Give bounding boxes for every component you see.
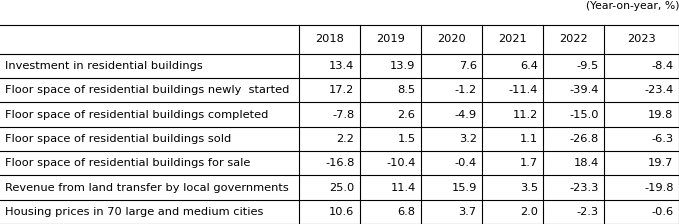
Text: -16.8: -16.8	[325, 158, 354, 168]
Text: 8.5: 8.5	[397, 85, 416, 95]
Text: 2.0: 2.0	[519, 207, 538, 217]
Text: Floor space of residential buildings sold: Floor space of residential buildings sol…	[5, 134, 232, 144]
Text: 2023: 2023	[627, 34, 656, 44]
Text: 6.8: 6.8	[397, 207, 416, 217]
Text: -9.5: -9.5	[576, 61, 599, 71]
Text: 2018: 2018	[315, 34, 344, 44]
Text: -39.4: -39.4	[570, 85, 599, 95]
Text: Investment in residential buildings: Investment in residential buildings	[5, 61, 203, 71]
Text: Revenue from land transfer by local governments: Revenue from land transfer by local gove…	[5, 183, 289, 192]
Text: 13.9: 13.9	[390, 61, 416, 71]
Text: 18.4: 18.4	[574, 158, 599, 168]
Text: 10.6: 10.6	[329, 207, 354, 217]
Text: 19.8: 19.8	[648, 110, 674, 120]
Text: 2.2: 2.2	[337, 134, 354, 144]
Text: 7.6: 7.6	[458, 61, 477, 71]
Text: 3.2: 3.2	[458, 134, 477, 144]
Text: 11.2: 11.2	[513, 110, 538, 120]
Text: 2022: 2022	[559, 34, 588, 44]
Text: Housing prices in 70 large and medium cities: Housing prices in 70 large and medium ci…	[5, 207, 264, 217]
Text: -26.8: -26.8	[570, 134, 599, 144]
Text: 2021: 2021	[498, 34, 527, 44]
Text: 2019: 2019	[376, 34, 405, 44]
Text: Floor space of residential buildings for sale: Floor space of residential buildings for…	[5, 158, 251, 168]
Text: -15.0: -15.0	[570, 110, 599, 120]
Text: 11.4: 11.4	[390, 183, 416, 192]
Text: 2.6: 2.6	[398, 110, 416, 120]
Text: -10.4: -10.4	[386, 158, 416, 168]
Text: (Year-on-year, %): (Year-on-year, %)	[585, 1, 679, 11]
Text: 3.7: 3.7	[458, 207, 477, 217]
Text: 2020: 2020	[437, 34, 466, 44]
Text: Floor space of residential buildings completed: Floor space of residential buildings com…	[5, 110, 269, 120]
Text: -0.4: -0.4	[454, 158, 477, 168]
Text: -8.4: -8.4	[651, 61, 674, 71]
Text: -1.2: -1.2	[454, 85, 477, 95]
Text: Floor space of residential buildings newly  started: Floor space of residential buildings new…	[5, 85, 290, 95]
Text: 1.7: 1.7	[519, 158, 538, 168]
Text: 3.5: 3.5	[519, 183, 538, 192]
Text: -11.4: -11.4	[509, 85, 538, 95]
Text: 15.9: 15.9	[452, 183, 477, 192]
Text: -4.9: -4.9	[454, 110, 477, 120]
Text: -23.4: -23.4	[644, 85, 674, 95]
Text: 6.4: 6.4	[520, 61, 538, 71]
Text: -0.6: -0.6	[651, 207, 674, 217]
Text: -6.3: -6.3	[651, 134, 674, 144]
Text: 1.5: 1.5	[397, 134, 416, 144]
Text: -2.3: -2.3	[576, 207, 599, 217]
Text: 19.7: 19.7	[648, 158, 674, 168]
Text: 1.1: 1.1	[519, 134, 538, 144]
Text: 17.2: 17.2	[329, 85, 354, 95]
Text: -7.8: -7.8	[332, 110, 354, 120]
Text: -19.8: -19.8	[644, 183, 674, 192]
Text: -23.3: -23.3	[570, 183, 599, 192]
Text: 25.0: 25.0	[329, 183, 354, 192]
Text: 13.4: 13.4	[329, 61, 354, 71]
